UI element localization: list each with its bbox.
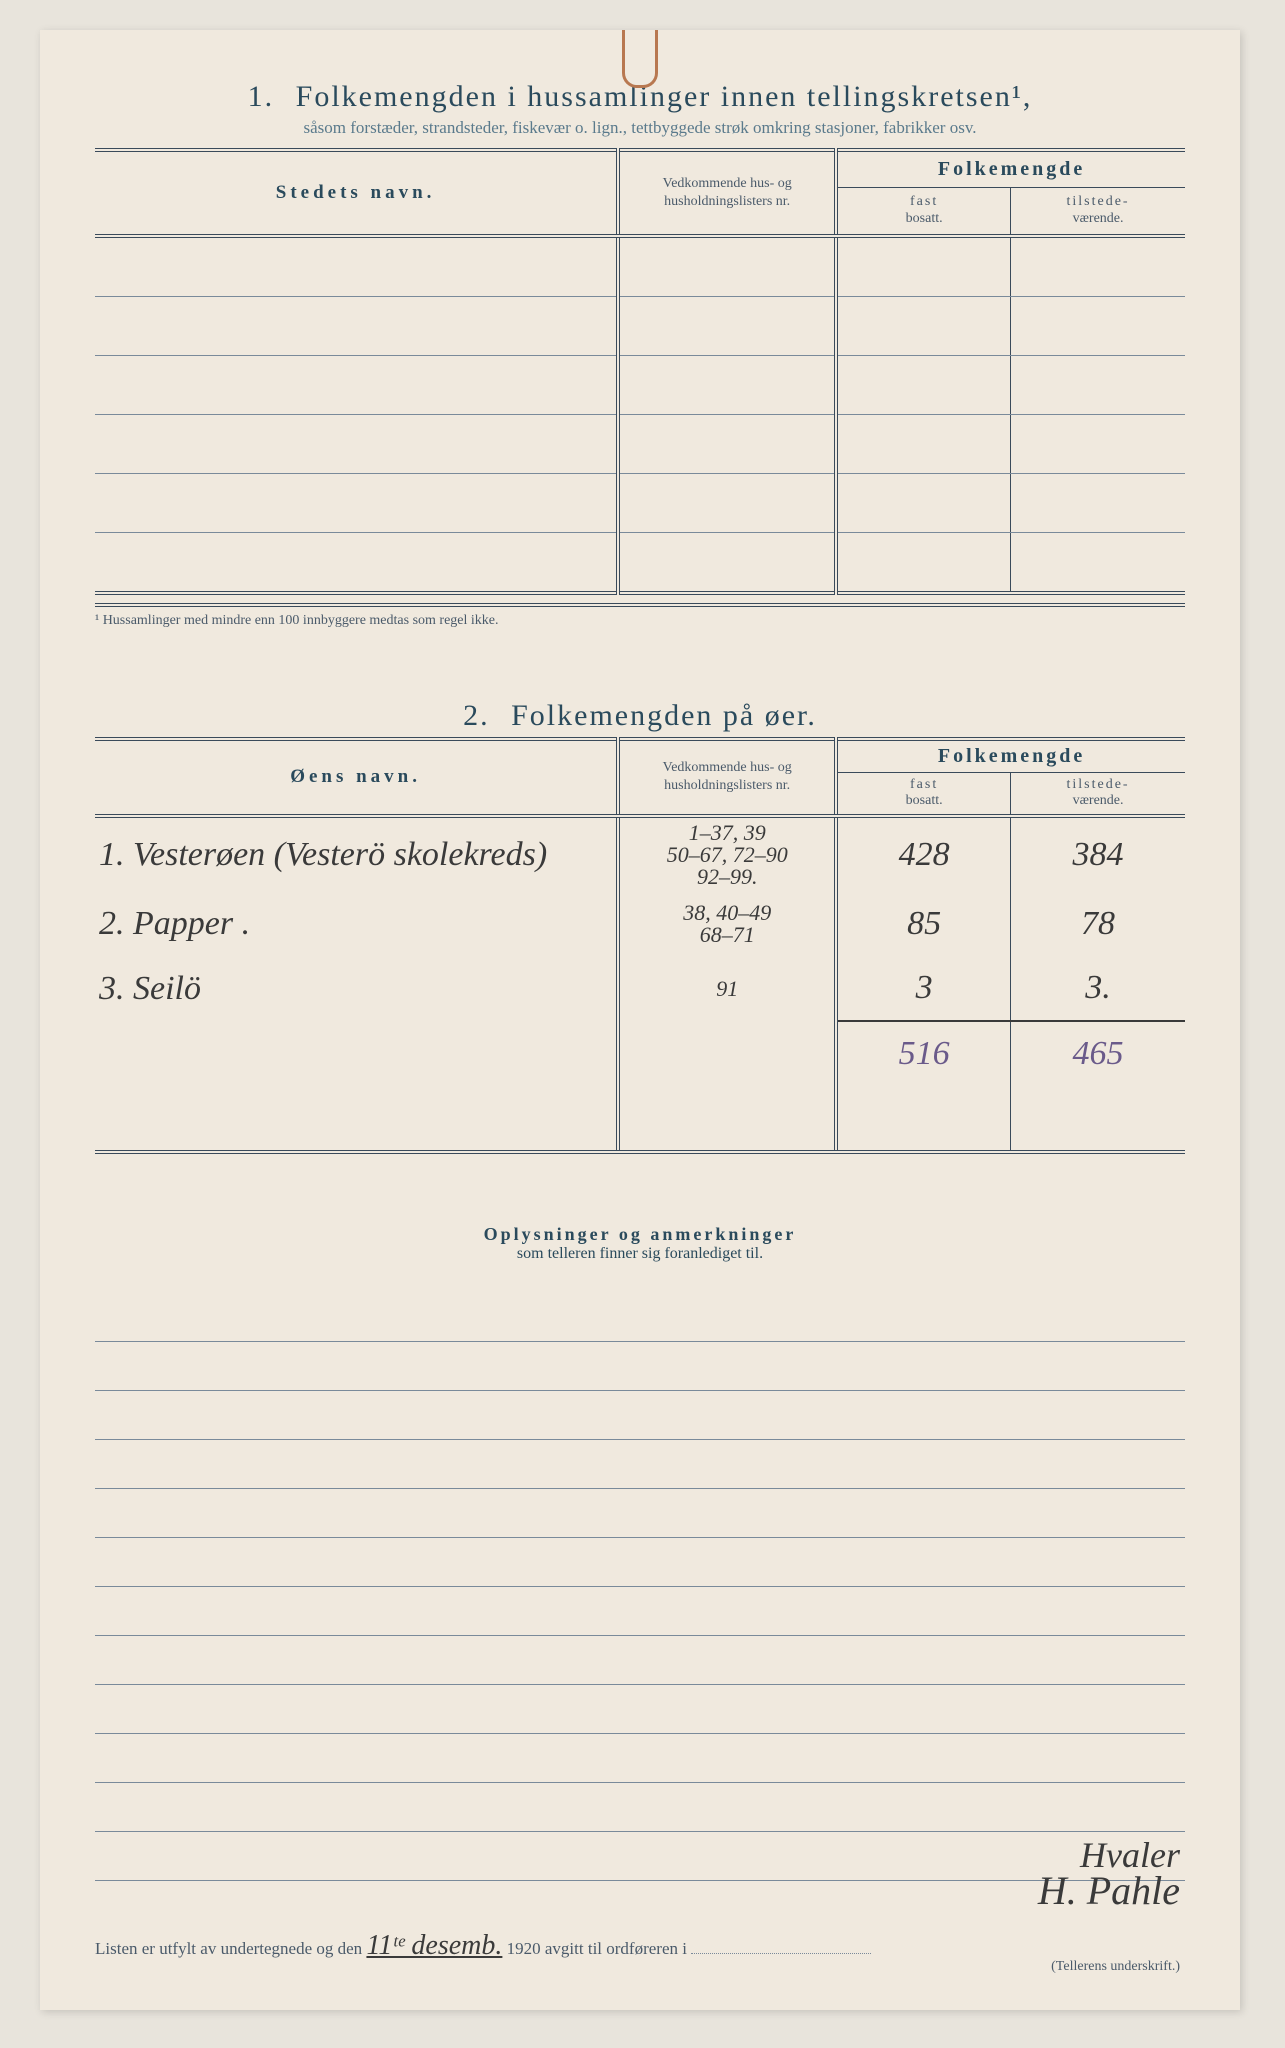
col-tilstede-2: tilstede- værende. [1011, 772, 1185, 816]
col-vedkommende: Vedkommende hus- og husholdningslisters … [618, 150, 836, 236]
sum-fast: 516 [836, 1021, 1010, 1086]
table-row [95, 236, 1185, 297]
oe-fast: 85 [836, 892, 1010, 956]
table-row: 3. Seilö 91 3 3. [95, 956, 1185, 1021]
signature-label: (Tellerens underskrift.) [1051, 1959, 1180, 1975]
col-fast-bosatt: fast bosatt. [836, 188, 1010, 236]
oe-nr: 38, 40–49 68–71 [618, 892, 836, 956]
section1-subtitle: såsom forstæder, strandsteder, fiskevær … [95, 118, 1185, 138]
bottom-mid: avgitt til ordføreren i [545, 1939, 687, 1958]
oe-name: 3. Seilö [95, 956, 618, 1021]
signature: H. Pahle [1038, 1872, 1180, 1910]
oe-tilst: 384 [1011, 816, 1185, 892]
bottom-date: 11ᵗᵉ desemb. [366, 1930, 502, 1961]
section-1: 1. Folkemengden i hussamlinger innen tel… [95, 80, 1185, 629]
section-2: 2. Folkemengden på øer. Øens navn. Vedko… [95, 699, 1185, 1155]
attestation-line: Listen er utfylt av undertegnede og den … [95, 1932, 1185, 1960]
bottom-year: 1920 [507, 1939, 541, 1958]
col-fast-bosatt-2: fast bosatt. [836, 772, 1010, 816]
oe-name: 2. Papper . [95, 892, 618, 956]
table-row-sum: 516 465 [95, 1021, 1185, 1086]
blank-line [95, 1342, 1185, 1391]
table-hussamlinger: Stedets navn. Vedkommende hus- og hushol… [95, 148, 1185, 595]
col-vedkommende-2: Vedkommende hus- og husholdningslisters … [618, 739, 836, 817]
oe-name: 1. Vesterøen (Vesterö skolekreds) [95, 816, 618, 892]
col-folkemengde-2: Folkemengde [836, 739, 1185, 773]
oplys-subtitle: som telleren finner sig foranlediget til… [95, 1245, 1185, 1263]
bottom-pre: Listen er utfylt av undertegnede og den [95, 1939, 362, 1958]
oplysninger-heading: Oplysninger og anmerkninger som telleren… [95, 1224, 1185, 1263]
oplys-title: Oplysninger og anmerkninger [95, 1224, 1185, 1245]
table-row: 1. Vesterøen (Vesterö skolekreds) 1–37, … [95, 816, 1185, 892]
oe-fast: 3 [836, 956, 1010, 1021]
table-row: 2. Papper . 38, 40–49 68–71 85 78 [95, 892, 1185, 956]
paperclip-icon [622, 30, 658, 88]
remark-lines [95, 1293, 1185, 1881]
col-folkemengde: Folkemengde [836, 150, 1185, 188]
oe-nr: 91 [618, 956, 836, 1021]
section1-title-text: Folkemengden i hussamlinger innen tellin… [296, 80, 1033, 113]
section2-title: 2. Folkemengden på øer. [95, 699, 1185, 733]
blank-line [95, 1440, 1185, 1489]
blank-line [95, 1538, 1185, 1587]
place-handwritten: Hvaler [1038, 1838, 1180, 1872]
blank-line [95, 1783, 1185, 1832]
oe-tilst: 78 [1011, 892, 1185, 956]
oe-tilst: 3. [1011, 956, 1185, 1021]
oe-fast: 428 [836, 816, 1010, 892]
table-row [95, 473, 1185, 532]
section1-footnote: ¹ Hussamlinger med mindre enn 100 innbyg… [95, 603, 1185, 629]
table-row [95, 532, 1185, 593]
blank-line [95, 1685, 1185, 1734]
col-oens-navn: Øens navn. [95, 739, 618, 817]
section1-number: 1. [248, 80, 275, 113]
col-stedets-navn: Stedets navn. [95, 150, 618, 236]
table-row [95, 296, 1185, 355]
signature-block: Hvaler H. Pahle [1038, 1838, 1180, 1910]
section2-title-text: Folkemengden på øer. [511, 699, 817, 732]
table-row [95, 355, 1185, 414]
blank-line [95, 1293, 1185, 1342]
col-tilstede: tilstede- værende. [1011, 188, 1185, 236]
oe-nr: 1–37, 39 50–67, 72–90 92–99. [618, 816, 836, 892]
blank-line [95, 1636, 1185, 1685]
sum-tilst: 465 [1011, 1021, 1185, 1086]
table-oer: Øens navn. Vedkommende hus- og husholdni… [95, 737, 1185, 1155]
blank-line [95, 1734, 1185, 1783]
document-page: 1. Folkemengden i hussamlinger innen tel… [40, 30, 1240, 2010]
blank-line [95, 1489, 1185, 1538]
table-row [95, 414, 1185, 473]
section2-number: 2. [463, 699, 490, 732]
blank-line [95, 1832, 1185, 1881]
blank-line [95, 1391, 1185, 1440]
table-row [95, 1086, 1185, 1152]
blank-line [95, 1587, 1185, 1636]
